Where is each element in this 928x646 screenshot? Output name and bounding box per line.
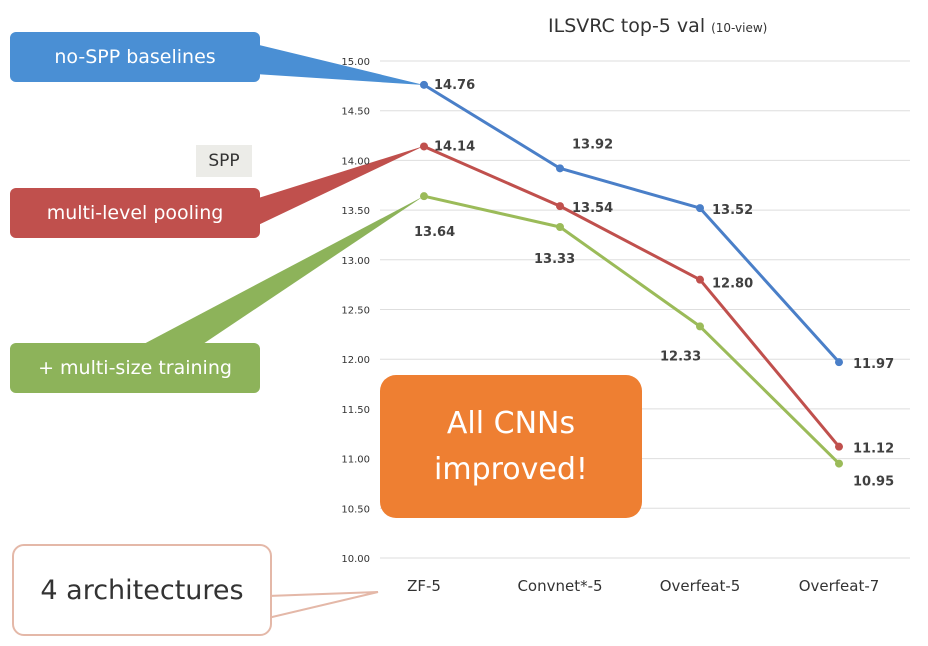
x-tick-label: Convnet*-5 [517,577,602,595]
all-cnns-line1: All CNNs [446,405,576,441]
data-label: 11.12 [853,442,894,457]
data-point [696,204,704,213]
x-tick-label: ZF-5 [407,577,441,595]
series-3: 13.64 13.33 12.33 10.95 [414,192,894,490]
chart-title-main: ILSVRC top-5 val [548,15,705,37]
all-cnns-line2: improved! [434,451,588,487]
series-line [423,83,841,364]
y-tick-label: 12.00 [341,355,370,366]
y-tick-label: 14.50 [341,107,370,118]
data-label: 11.97 [853,357,894,372]
data-label: 14.76 [434,78,475,93]
series-2: 14.14 13.54 12.80 11.12 [420,139,894,457]
data-point [556,164,564,173]
y-axis: 10.00 10.50 11.00 11.50 12.00 12.50 13.00 13.50… [341,57,370,565]
chart-subtitle: (10-view) [711,21,767,35]
callout-multi-size-training: + multi-size training [10,343,260,393]
x-axis: ZF-5 Convnet*-5 Overfeat-5 Overfeat-7 [407,577,879,595]
pointer-green [140,196,424,346]
data-point [420,142,428,151]
series: 14.76 13.92 13.52 11.97 14.14 13.54 12.80 11.12… [414,78,894,490]
data-point [835,358,843,367]
y-tick-label: 13.00 [341,256,370,267]
y-tick-label: 13.50 [341,206,370,217]
all-cnns-improved-box: All CNNs improved! [380,375,642,518]
all-cnns-improved-text: All CNNs improved! [434,401,588,493]
pointer-blue [255,44,424,85]
architectures-label: 4 architectures [40,574,244,606]
data-point [420,192,428,201]
spp-label: SPP [208,151,240,171]
callout-no-spp-label: no-SPP baselines [54,46,216,68]
pointer-red [252,146,424,228]
pointer-architectures [267,591,379,620]
y-tick-label: 12.50 [341,306,370,317]
callout-multi-size-label: + multi-size training [38,357,232,379]
series-line [423,145,841,448]
spp-tag: SPP [196,145,252,177]
y-tick-label: 10.00 [341,554,370,565]
data-label: 13.64 [414,225,455,240]
data-point [696,322,704,331]
data-point [696,275,704,284]
data-label: 12.33 [660,349,701,364]
series-line [423,194,841,465]
callout-no-spp-baselines: no-SPP baselines [10,32,260,82]
data-point [556,222,564,231]
data-label: 13.52 [712,203,753,218]
data-point [420,80,428,89]
data-point [556,202,564,211]
data-label: 13.33 [534,252,575,267]
y-tick-label: 14.00 [341,156,370,167]
callout-multi-level-pooling: multi-level pooling [10,188,260,238]
y-tick-label: 10.50 [341,504,370,515]
chart-title: ILSVRC top-5 val (10-view) [548,15,767,37]
series-1: 14.76 13.92 13.52 11.97 [420,78,894,372]
data-label: 13.54 [572,201,613,216]
x-tick-label: Overfeat-7 [799,577,880,595]
callout-pointers [140,44,424,620]
x-tick-label: Overfeat-5 [660,577,741,595]
architectures-callout: 4 architectures [12,544,272,636]
callout-multi-level-label: multi-level pooling [46,202,224,224]
y-tick-label: 11.50 [341,405,370,416]
y-tick-label: 11.00 [341,455,370,466]
y-tick-label: 15.00 [341,57,370,68]
data-point [835,442,843,451]
data-label: 14.14 [434,139,475,154]
data-label: 10.95 [853,475,894,490]
data-label: 13.92 [572,137,613,152]
data-label: 12.80 [712,277,753,292]
data-point [835,459,843,468]
